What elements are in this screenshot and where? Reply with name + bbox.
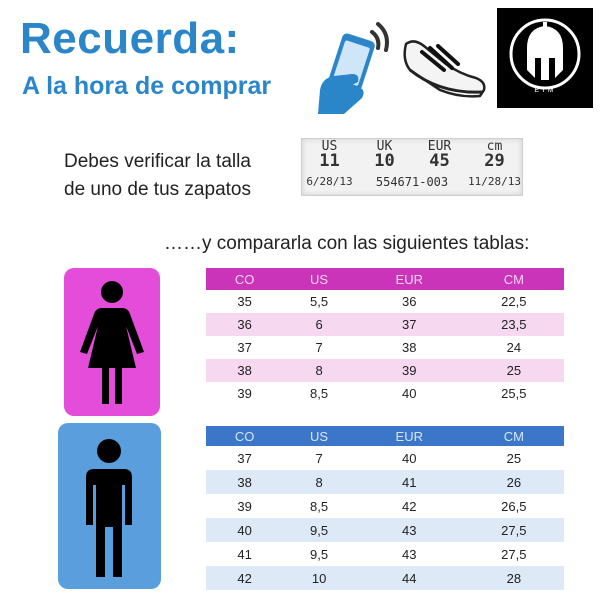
table-cell: 10 (283, 566, 355, 590)
tag-value: 11 (319, 151, 340, 171)
tag-label: EUR (427, 139, 452, 154)
spartan-helmet-icon (509, 18, 581, 90)
column-header: EUR (354, 268, 464, 290)
table-cell: 36 (206, 313, 284, 336)
column-header: CM (463, 426, 564, 446)
table-cell: 6 (283, 313, 355, 336)
table-row: 38 8 41 26 (206, 470, 564, 494)
table-cell: 9,5 (310, 546, 329, 562)
table-cell: 38 (206, 470, 284, 494)
instruction-line-2: de uno de tus zapatos (64, 179, 251, 200)
table-cell: 7 (315, 340, 323, 355)
tag-values-row: 11 10 45 29 (302, 151, 522, 171)
table-cell: 42 (206, 566, 284, 590)
table-header-row: CO US EUR CM (206, 426, 564, 446)
tag-date: 11/28/13 (468, 175, 521, 188)
column-header: EUR (354, 426, 464, 446)
table-cell: 38 (402, 340, 417, 355)
table-cell: 28 (463, 566, 564, 590)
table-row: 39 8,5 42 26,5 (206, 494, 564, 518)
table-cell: 25,5 (501, 386, 527, 401)
tag-code: 554671-003 (375, 175, 449, 189)
page-title: Recuerda: (20, 14, 240, 63)
table-row: 39 8,5 40 25,5 (206, 382, 564, 405)
man-icon (86, 439, 132, 577)
tag-label: cm (486, 139, 503, 154)
table-cell: 8,5 (310, 386, 329, 401)
table-cell: 42 (402, 498, 417, 514)
page-subtitle: A la hora de comprar (22, 72, 272, 100)
table-cell: 37 (237, 340, 252, 355)
table-cell: 39 (354, 359, 464, 382)
tag-labels-row: US UK EUR cm (302, 139, 522, 154)
table-cell: 44 (354, 566, 464, 590)
table-row: 35 5,5 36 22,5 (206, 290, 564, 313)
tag-value: 45 (429, 151, 450, 171)
compare-text: ……y compararla con las siguientes tablas… (164, 233, 530, 254)
table-cell: 40 (206, 518, 284, 542)
table-cell: 23,5 (463, 313, 564, 336)
table-cell: 8,5 (310, 498, 329, 514)
table-cell: 41 (237, 546, 252, 562)
instruction-text: Debes verificar la talla de uno de tus z… (64, 148, 251, 204)
table-cell: 5,5 (310, 294, 329, 309)
table-cell: 27,5 (463, 518, 564, 542)
table-cell: 40 (402, 386, 417, 401)
table-row: 38 8 39 25 (206, 359, 564, 382)
table-cell: 26,5 (501, 498, 527, 514)
table-cell: 24 (506, 340, 522, 355)
table-cell: 39 (237, 386, 252, 401)
shoe-size-tag: US UK EUR cm 11 10 45 29 6/28/13 554671-… (301, 138, 523, 196)
men-size-table: CO US EUR CM 37 7 40 25 38 8 41 26 39 8,… (206, 426, 564, 590)
tag-label: US (321, 139, 338, 154)
table-cell: 37 (237, 450, 252, 466)
table-row: 41 9,5 43 27,5 (206, 542, 564, 566)
table-header-row: CO US EUR CM (206, 268, 564, 290)
table-cell: 37 (354, 313, 464, 336)
woman-icon (80, 281, 144, 404)
table-cell: 36 (402, 294, 417, 309)
tag-footer-row: 6/28/13 554671-003 11/28/13 (302, 175, 522, 189)
men-card (58, 423, 161, 589)
tag-value: 10 (374, 151, 395, 171)
table-cell: 25 (506, 450, 522, 466)
table-row: 37 7 40 25 (206, 446, 564, 470)
women-card (64, 268, 160, 416)
table-cell: 26 (463, 470, 564, 494)
logo-text: EYM (534, 87, 556, 94)
table-cell: 43 (402, 546, 417, 562)
table-row: 36 6 37 23,5 (206, 313, 564, 336)
table-cell: 9,5 (283, 518, 355, 542)
table-cell: 27,5 (501, 546, 527, 562)
table-cell: 7 (315, 450, 323, 466)
sneaker-icon (403, 40, 486, 98)
column-header: CM (463, 268, 564, 290)
table-cell: 8 (283, 359, 355, 382)
table-cell: 41 (354, 470, 464, 494)
table-cell: 22,5 (501, 294, 527, 309)
table-row: 40 9,5 43 27,5 (206, 518, 564, 542)
column-header: CO (206, 426, 284, 446)
column-header: US (283, 268, 355, 290)
table-cell: 35 (237, 294, 252, 309)
table-cell: 8 (283, 470, 355, 494)
women-size-table: CO US EUR CM 35 5,5 36 22,5 36 6 37 23,5… (206, 268, 564, 405)
table-row: 37 7 38 24 (206, 336, 564, 359)
brand-logo: EYM (497, 8, 593, 108)
tag-value: 29 (484, 151, 505, 171)
table-cell: 40 (402, 450, 417, 466)
table-cell: 43 (354, 518, 464, 542)
table-cell: 39 (237, 498, 252, 514)
table-row: 42 10 44 28 (206, 566, 564, 590)
table-cell: 25 (463, 359, 564, 382)
instruction-line-1: Debes verificar la talla (64, 151, 251, 172)
mobile-purchase-icon (318, 22, 389, 114)
column-header: CO (206, 268, 284, 290)
tag-label: UK (376, 139, 393, 154)
column-header: US (283, 426, 355, 446)
table-cell: 38 (206, 359, 284, 382)
tag-date: 6/28/13 (306, 175, 353, 188)
